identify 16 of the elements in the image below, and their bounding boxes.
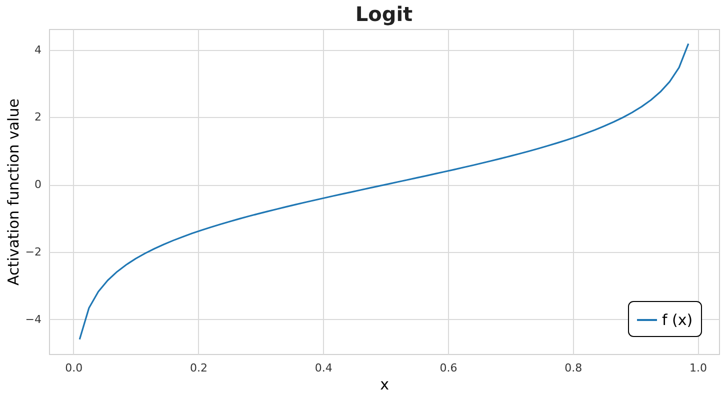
line-series <box>78 42 690 340</box>
x-tick-label: 0.4 <box>314 362 332 374</box>
x-tick-label: 0.2 <box>190 362 208 374</box>
y-tick-label: −2 <box>25 245 42 258</box>
chart-title: Logit <box>355 2 414 26</box>
y-axis-title: Activation function value <box>4 98 22 286</box>
x-tick-label: 0.6 <box>440 362 458 374</box>
legend-label: f (x) <box>662 311 693 329</box>
y-tick-label: 0 <box>34 178 42 192</box>
y-tick-label: 4 <box>34 43 42 56</box>
x-tick-label: 0.8 <box>564 362 582 374</box>
x-tick-label: 0.0 <box>65 362 83 374</box>
y-tick-label: 2 <box>34 110 42 124</box>
x-tick-label: 1.0 <box>690 362 708 374</box>
y-tick-label: −4 <box>25 312 42 326</box>
x-axis-title: x <box>380 376 390 394</box>
